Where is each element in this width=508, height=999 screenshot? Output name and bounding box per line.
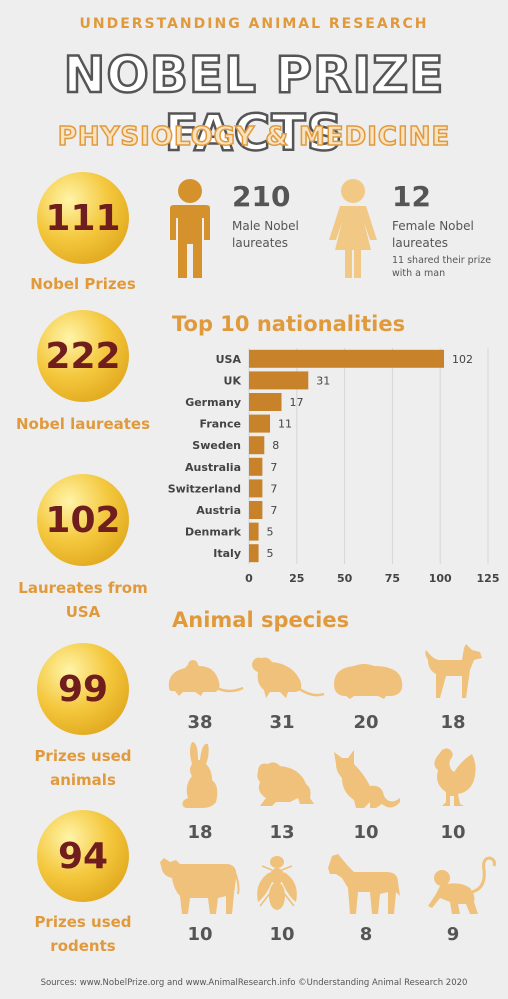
- species-count-dog: 18: [440, 712, 466, 733]
- female-label: Female Nobel laureates: [392, 219, 474, 250]
- category-label: Switzerland: [168, 482, 241, 495]
- species-count-cow: 10: [187, 924, 213, 945]
- species-count-rat: 31: [269, 712, 295, 733]
- cow-icon: [160, 858, 240, 914]
- stat-label-animals: Prizes used animals: [34, 747, 132, 789]
- chart-title: Top 10 nationalities: [172, 312, 406, 336]
- bar-switzerland: [249, 479, 263, 498]
- value-label: 7: [270, 461, 277, 474]
- x-tick-label: 125: [477, 572, 500, 585]
- species-count-fly: 10: [269, 924, 295, 945]
- stat-coin-rodents: 94: [37, 810, 129, 902]
- female-person-icon: [329, 179, 377, 278]
- male-person-icon: [170, 179, 210, 278]
- horse-icon: [328, 854, 400, 914]
- female-note: 11 shared their prize with a man: [392, 255, 492, 279]
- fly-icon: [257, 856, 297, 910]
- x-tick-label: 25: [289, 572, 304, 585]
- sources-footer: Sources: www.NobelPrize.org and www.Anim…: [40, 978, 468, 988]
- species-count-chicken: 10: [440, 822, 466, 843]
- stat-coin-prizes: 111: [37, 172, 129, 264]
- bar-austria: [249, 501, 263, 519]
- stat-coin-laureates: 222: [37, 310, 129, 402]
- female-count: 12: [392, 180, 431, 213]
- x-tick-label: 0: [245, 572, 253, 585]
- bar-germany: [249, 393, 282, 411]
- male-label: Male Nobel laureates: [232, 219, 299, 250]
- x-tick-label: 100: [429, 572, 452, 585]
- value-label: 7: [270, 482, 277, 495]
- category-label: Australia: [185, 461, 241, 474]
- x-tick-label: 75: [385, 572, 400, 585]
- value-label: 17: [290, 396, 304, 409]
- category-label: UK: [224, 374, 242, 387]
- value-label: 7: [270, 504, 277, 517]
- value-label: 5: [267, 526, 274, 539]
- value-label: 8: [272, 439, 279, 452]
- x-tick-label: 50: [337, 572, 353, 585]
- category-label: Austria: [196, 504, 241, 517]
- category-label: France: [200, 418, 241, 431]
- value-label: 31: [316, 374, 330, 387]
- cat-icon: [334, 750, 400, 808]
- bar-denmark: [249, 522, 259, 541]
- brand-heading: UNDERSTANDING ANIMAL RESEARCH: [79, 16, 429, 32]
- stat-coin-animals: 99: [37, 643, 129, 735]
- bar-australia: [249, 457, 263, 476]
- species-count-mouse: 38: [187, 712, 213, 733]
- bar-france: [249, 414, 271, 433]
- bar-sweden: [249, 436, 265, 455]
- page-subtitle: PHYSIOLOGY & MEDICINE: [57, 121, 451, 153]
- chicken-icon: [434, 748, 476, 806]
- species-count-frog: 13: [269, 822, 295, 843]
- species-count-horse: 8: [359, 924, 373, 945]
- category-label: Germany: [185, 396, 241, 409]
- value-label: 102: [452, 353, 473, 366]
- bar-usa: [249, 349, 445, 368]
- stat-coin-usa: 102: [37, 474, 129, 566]
- category-label: Denmark: [185, 526, 242, 539]
- page-title: NOBEL PRIZE FACTS: [62, 45, 445, 164]
- rat-icon: [252, 657, 325, 698]
- species-title: Animal species: [172, 608, 350, 632]
- value-label: 5: [267, 547, 274, 560]
- stat-label-rodents: Prizes used rodents: [34, 913, 132, 955]
- species-count-cat: 10: [353, 822, 379, 843]
- bar-italy: [249, 544, 259, 563]
- frog-icon: [257, 762, 314, 806]
- value-label: 11: [278, 418, 292, 431]
- species-count-guinea-pig: 20: [353, 712, 379, 733]
- stat-label-usa: Laureates from USA: [18, 579, 148, 621]
- category-label: Italy: [213, 547, 241, 560]
- guinea-pig-icon: [334, 664, 403, 699]
- stat-label-prizes: Nobel Prizes: [30, 275, 136, 293]
- species-count-rabbit: 18: [187, 822, 213, 843]
- category-label: Sweden: [192, 439, 241, 452]
- category-label: USA: [216, 353, 242, 366]
- male-count: 210: [232, 180, 291, 213]
- bar-uk: [249, 371, 309, 390]
- dog-icon: [425, 644, 482, 698]
- species-count-monkey: 9: [446, 924, 460, 945]
- mouse-icon: [168, 660, 244, 696]
- monkey-icon: [428, 856, 496, 914]
- stat-label-laureates: Nobel laureates: [15, 415, 151, 433]
- rabbit-icon: [182, 742, 218, 808]
